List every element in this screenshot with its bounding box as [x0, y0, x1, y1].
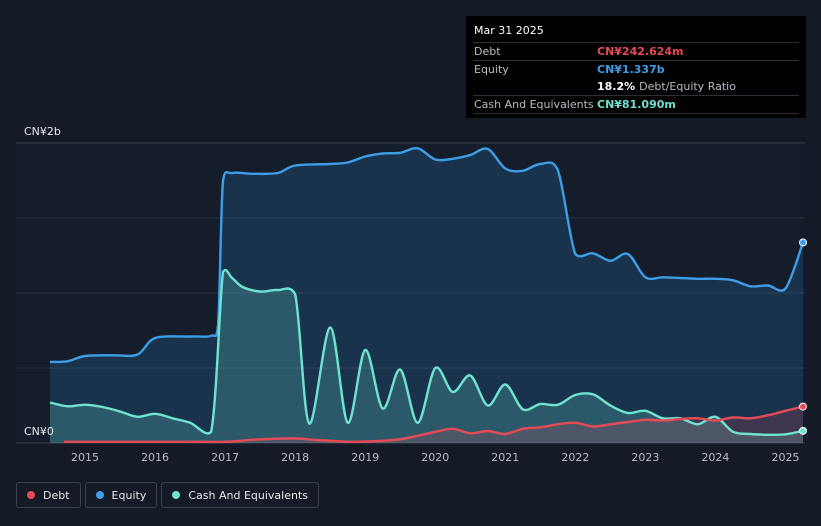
y-tick-label-top: CN¥2b — [24, 125, 61, 138]
x-tick-label: 2022 — [561, 451, 589, 464]
tooltip-equity-value: CN¥1.337b — [597, 63, 665, 76]
chart-legend: Debt Equity Cash And Equivalents — [16, 482, 323, 510]
x-tick-label: 2024 — [701, 451, 729, 464]
marker-layer — [799, 238, 807, 435]
tooltip-equity-row: Equity CN¥1.337b — [473, 60, 799, 78]
line-layer — [49, 146, 805, 444]
x-tick-label: 2016 — [141, 451, 169, 464]
legend-label-debt: Debt — [43, 488, 70, 502]
line-equity — [49, 146, 805, 364]
area-debt — [64, 406, 803, 443]
tooltip-debt-label: Debt — [474, 45, 501, 58]
axis-layer: CN¥2b CN¥0 2015 2016 2017 2018 2019 2020 2021 202… — [24, 125, 799, 464]
x-tick-label: 2021 — [491, 451, 519, 464]
tooltip-ratio-row: 18.2% Debt/Equity Ratio — [473, 78, 799, 95]
tooltip-cash-row: Cash And Equivalents CN¥81.090m — [473, 95, 799, 113]
line-cash-and-equivalents — [49, 268, 804, 437]
legend-label-cash: Cash And Equivalents — [188, 488, 308, 502]
legend-item-cash[interactable]: Cash And Equivalents — [161, 482, 319, 508]
x-tick-label: 2023 — [631, 451, 659, 464]
end-marker-debt — [799, 402, 807, 411]
x-tick-label: 2017 — [211, 451, 239, 464]
tooltip-debt-row: Debt CN¥242.624m — [473, 42, 799, 60]
tooltip-ratio-label: Debt/Equity Ratio — [639, 80, 736, 93]
area-equity — [50, 148, 803, 443]
tooltip-ratio-spacer — [473, 78, 597, 95]
end-marker-equity — [799, 238, 807, 247]
legend-item-debt[interactable]: Debt — [16, 482, 81, 508]
x-tick-label: 2019 — [351, 451, 379, 464]
tooltip-ratio-value: 18.2% — [597, 80, 636, 93]
end-marker-cash-and-equivalents — [799, 426, 807, 435]
legend-dot-debt — [27, 491, 35, 499]
tooltip-cash-value: CN¥81.090m — [597, 98, 676, 111]
tooltip-debt-value: CN¥242.624m — [597, 45, 684, 58]
area-cash-and-equivalents — [50, 270, 803, 443]
legend-item-equity[interactable]: Equity — [84, 482, 158, 508]
x-tick-label: 2020 — [421, 451, 449, 464]
x-tick-label: 2025 — [771, 451, 799, 464]
legend-label-equity: Equity — [111, 488, 147, 502]
x-tick-label: 2018 — [281, 451, 309, 464]
y-tick-label-zero: CN¥0 — [24, 425, 54, 438]
tooltip-date: Mar 31 2025 — [474, 24, 544, 37]
tooltip-equity-label: Equity — [474, 63, 509, 76]
area-layer — [50, 148, 803, 443]
tooltip-cash-label: Cash And Equivalents — [474, 98, 594, 111]
x-tick-label: 2015 — [71, 451, 99, 464]
legend-dot-equity — [95, 491, 104, 499]
legend-dot-cash — [172, 491, 181, 499]
tooltip-bottom-rule — [473, 113, 799, 114]
line-debt — [63, 405, 804, 444]
grid-layer — [16, 142, 805, 444]
data-tooltip: Mar 31 2025 Debt CN¥242.624m Equity CN¥1… — [466, 16, 806, 118]
